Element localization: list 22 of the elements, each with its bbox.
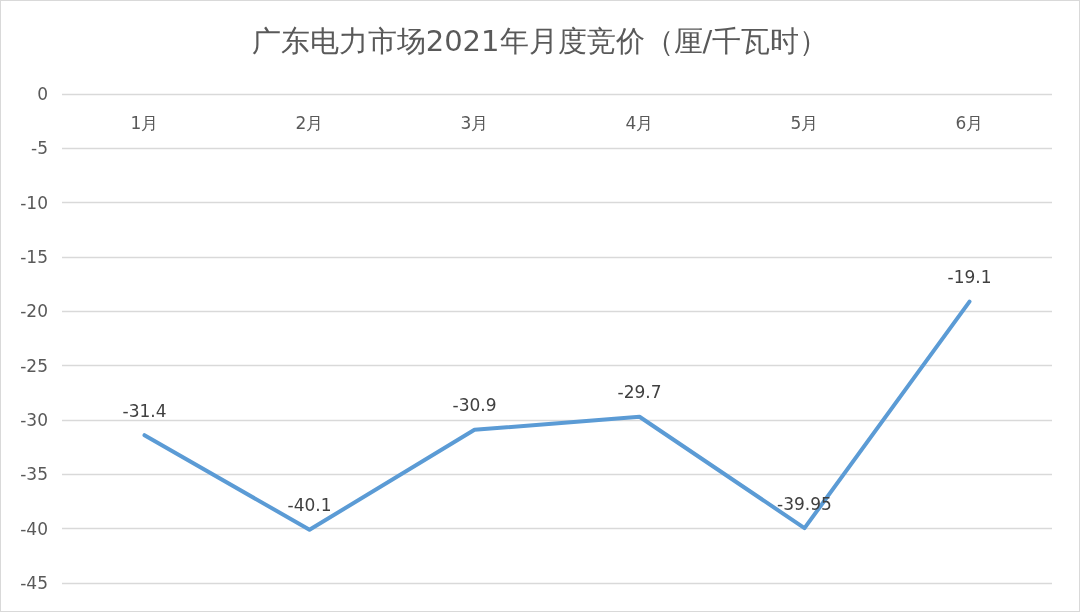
y-tick-label: -10 (20, 192, 48, 213)
data-label: -40.1 (287, 495, 332, 516)
y-tick-label: -35 (20, 464, 48, 485)
x-tick-label: 3月 (460, 112, 489, 133)
data-label: -29.7 (617, 382, 662, 403)
x-tick-label: 5月 (790, 112, 819, 133)
y-tick-label: -40 (20, 518, 48, 539)
y-tick-label: -45 (20, 573, 48, 593)
data-label: -31.4 (122, 400, 167, 421)
x-tick-label: 1月 (130, 112, 159, 133)
y-tick-label: -25 (20, 355, 48, 376)
x-tick-label: 6月 (955, 112, 984, 133)
data-label: -30.9 (452, 395, 497, 416)
x-tick-label: 4月 (625, 112, 654, 133)
y-tick-label: -15 (20, 247, 48, 267)
data-label: -19.1 (947, 267, 992, 288)
y-tick-label: -30 (20, 410, 48, 430)
x-tick-label: 2月 (295, 112, 324, 133)
y-tick-label: -20 (20, 301, 48, 322)
y-tick-label: -5 (31, 138, 48, 159)
chart-title: 广东电力市场2021年月度竞价（厘/千瓦时） (251, 23, 829, 58)
y-tick-label: 0 (37, 84, 48, 104)
